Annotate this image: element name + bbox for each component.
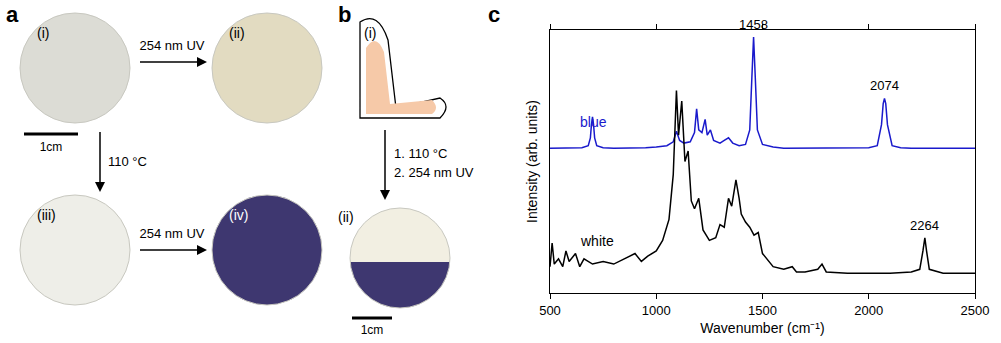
svg-text:(ii): (ii) <box>338 209 354 225</box>
svg-text:254 nm UV: 254 nm UV <box>139 226 204 241</box>
svg-text:(i): (i) <box>364 25 376 41</box>
svg-text:2074: 2074 <box>870 78 899 93</box>
svg-text:2500: 2500 <box>961 303 990 318</box>
svg-text:Wavenumber (cm⁻¹): Wavenumber (cm⁻¹) <box>700 320 824 336</box>
svg-text:2. 254 nm UV: 2. 254 nm UV <box>394 165 474 180</box>
svg-text:110 °C: 110 °C <box>108 154 147 169</box>
svg-text:1cm: 1cm <box>361 323 384 337</box>
svg-text:Intensity (arb. units): Intensity (arb. units) <box>524 100 540 223</box>
svg-text:2000: 2000 <box>854 303 883 318</box>
svg-text:1000: 1000 <box>642 303 671 318</box>
svg-text:blue: blue <box>580 114 607 130</box>
svg-text:(i): (i) <box>37 25 49 41</box>
svg-text:(iv): (iv) <box>229 207 248 223</box>
svg-text:(ii): (ii) <box>229 25 245 41</box>
svg-text:(iii): (iii) <box>37 207 56 223</box>
svg-text:c: c <box>488 2 500 27</box>
svg-text:white: white <box>580 233 614 249</box>
svg-text:500: 500 <box>539 303 561 318</box>
svg-text:1. 110 °C: 1. 110 °C <box>394 146 447 161</box>
svg-text:2264: 2264 <box>910 218 939 233</box>
svg-text:1500: 1500 <box>748 303 777 318</box>
svg-text:254 nm UV: 254 nm UV <box>139 38 204 53</box>
svg-text:1458: 1458 <box>739 17 768 32</box>
svg-text:b: b <box>338 2 351 27</box>
svg-text:a: a <box>6 2 19 27</box>
svg-text:1cm: 1cm <box>40 140 63 154</box>
